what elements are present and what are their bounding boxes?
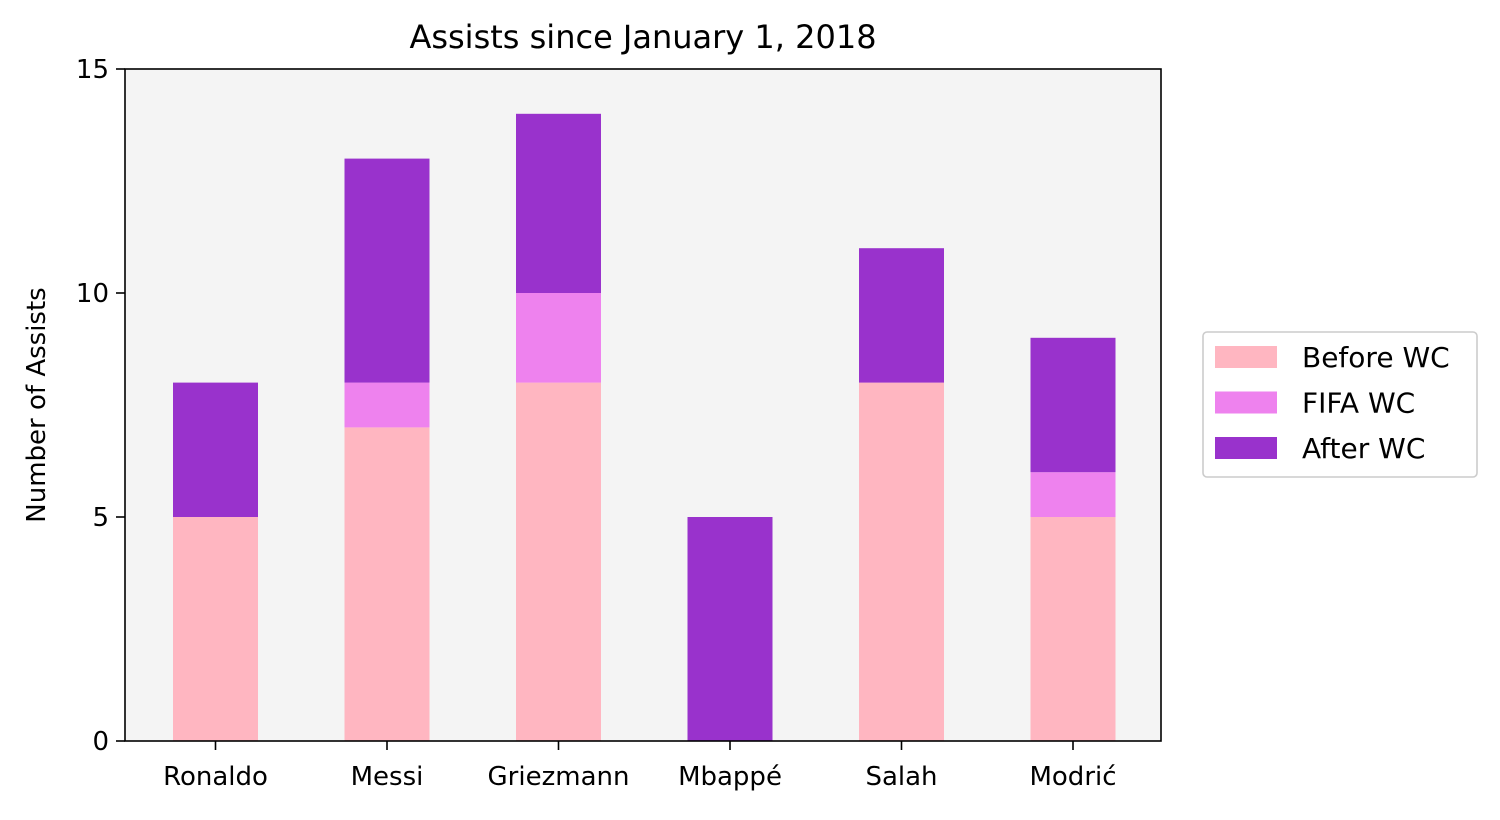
legend-swatch [1215,437,1277,459]
bar-5-series-3 [859,248,944,383]
chart-title: Assists since January 1, 2018 [409,18,876,56]
x-tick-label: Messi [351,762,424,792]
bar-3-series-1 [516,382,601,741]
x-tick-label: Ronaldo [163,762,268,792]
y-tick-label: 5 [92,503,109,533]
y-tick-label: 15 [76,55,109,85]
bar-1-series-3 [173,382,258,517]
legend-label: Before WC [1302,341,1450,374]
bar-2-series-2 [344,382,430,428]
plot-frame [124,68,1162,742]
bars-layer [173,113,1116,741]
y-axis-label: Number of Assists [22,287,52,522]
x-tick-label: Modrić [1029,762,1116,792]
y-tick-label: 10 [76,279,109,309]
bar-3-series-3 [516,113,601,293]
legend-label: FIFA WC [1302,387,1415,420]
x-tick-label: Salah [865,762,937,792]
legend-label: After WC [1302,432,1425,465]
legend-swatch [1215,346,1277,368]
legend: Before WC FIFA WC After WC [1202,331,1478,478]
bar-3-series-2 [516,293,601,383]
plot-area [125,69,1161,741]
bar-2-series-1 [344,427,430,741]
bar-4-series-3 [687,517,773,741]
x-axis: Ronaldo Messi Griezmann Mbappé Salah Modrić [163,741,1117,792]
bar-6-series-2 [1030,472,1116,517]
bar-5-series-1 [859,382,944,741]
y-axis: 0 5 10 15 [76,55,125,757]
bar-2-series-3 [344,158,430,383]
bar-1-series-1 [173,517,258,741]
bar-6-series-1 [1030,517,1116,741]
bar-6-series-3 [1030,337,1116,473]
legend-swatch [1215,391,1277,414]
y-tick-label: 0 [92,727,109,757]
x-tick-label: Mbappé [678,762,782,792]
x-tick-label: Griezmann [488,762,630,792]
